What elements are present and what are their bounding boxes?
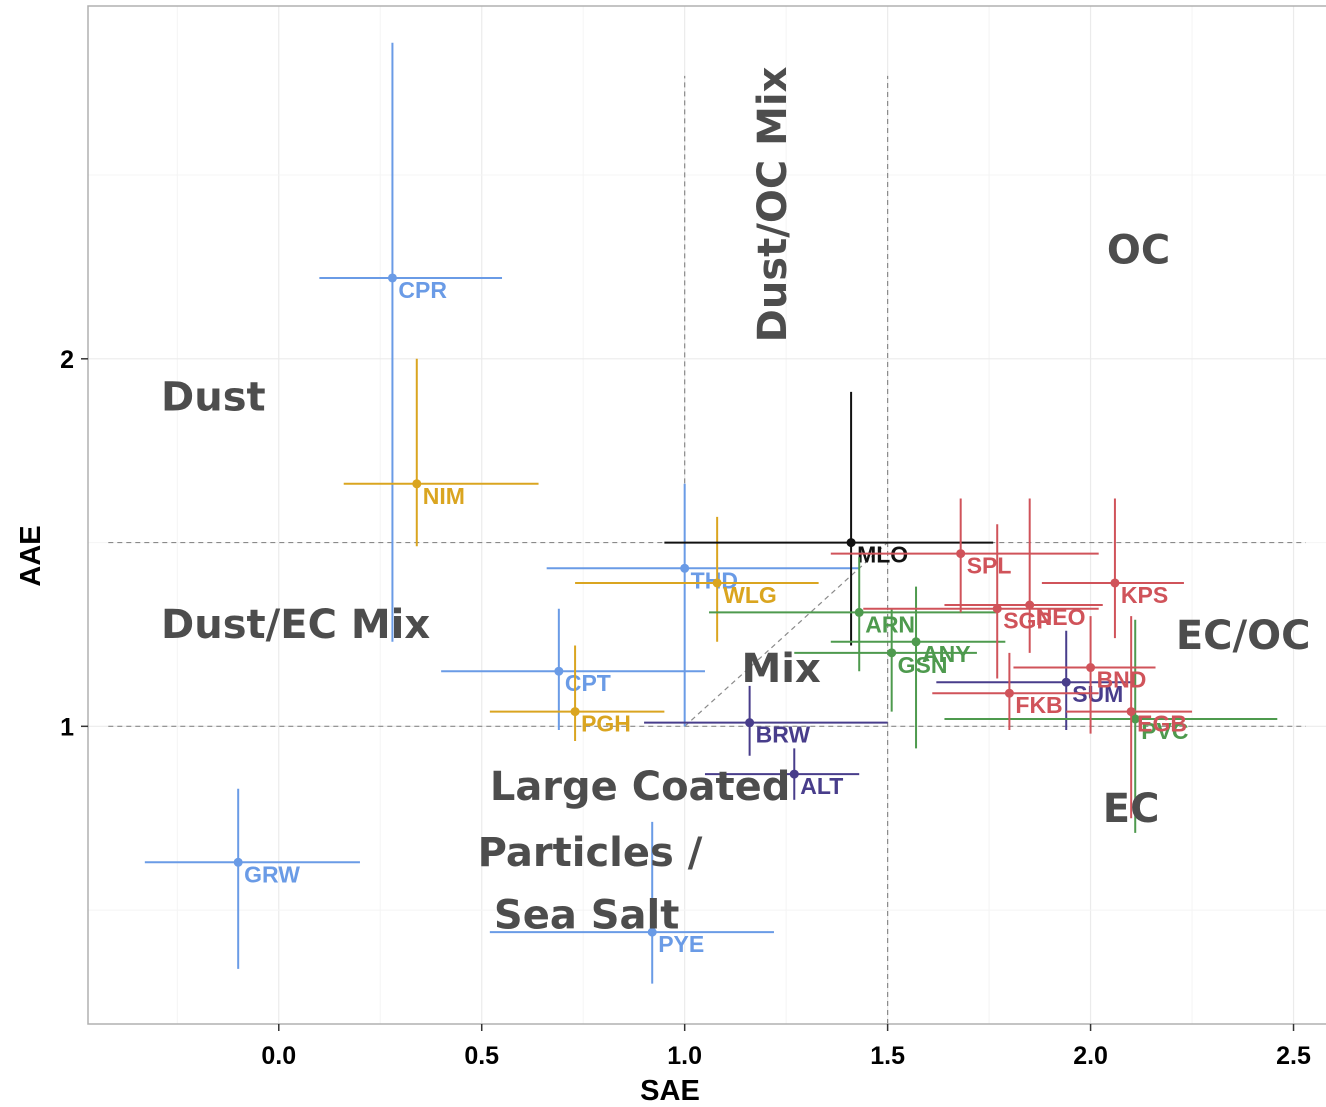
point-marker (233, 857, 243, 867)
point-marker (712, 578, 722, 588)
data-point-fkb: FKB (932, 652, 1099, 730)
region-label: Mix (742, 646, 822, 692)
x-tick-label: 0.5 (464, 1042, 499, 1070)
region-label: EC (1103, 786, 1160, 832)
point-label: CPR (398, 277, 447, 303)
region-boundary-line (684, 542, 889, 727)
point-label: WLG (723, 582, 777, 608)
point-marker (647, 927, 657, 937)
plot-frame (87, 5, 1326, 1025)
point-label: PGH (581, 711, 631, 737)
point-label: ALT (800, 773, 843, 799)
region-labels: Dust Dust/EC Mix Large Coated Particles / Se… (161, 66, 1310, 938)
region-label: Dust (161, 374, 266, 420)
point-marker (570, 707, 580, 717)
point-label: BRW (756, 722, 811, 748)
data-point-egb: EGB (1066, 616, 1193, 819)
x-tick-label: 2.5 (1276, 1042, 1311, 1070)
data-point-pgh: PGH (489, 645, 665, 742)
point-marker (887, 648, 897, 658)
data-point-neo: NEO (944, 498, 1103, 653)
point-label: SPL (967, 553, 1012, 579)
data-point-gsn: GSN (794, 608, 977, 712)
point-marker (1025, 600, 1035, 610)
x-tick-label: 1.0 (667, 1042, 702, 1070)
point-marker (1126, 707, 1136, 717)
x-tick-label: 2.0 (1073, 1042, 1108, 1070)
point-label: ANY (922, 641, 971, 667)
point-marker (846, 538, 856, 548)
point-label: NEO (1036, 604, 1086, 630)
point-marker (1004, 688, 1014, 698)
point-marker (554, 666, 564, 676)
point-label: GRW (244, 861, 300, 887)
y-axis-title: AAE (15, 525, 47, 586)
x-axis-title: SAE (640, 1075, 700, 1107)
point-marker (1061, 677, 1071, 687)
data-point-grw: GRW (144, 788, 360, 969)
region-label: Large Coated (490, 764, 791, 810)
point-marker (680, 563, 690, 573)
y-tick-label: 1 (60, 713, 74, 741)
point-marker (412, 479, 422, 489)
region-label: Dust/EC Mix (161, 602, 430, 648)
point-marker (1130, 714, 1140, 724)
region-label: Sea Salt (494, 892, 679, 938)
data-point-spl: SPL (830, 498, 1099, 613)
region-label: Dust/OC Mix (750, 66, 796, 342)
axes: 0.0 0.5 1.0 1.5 2.0 2.5 1 2 (60, 346, 1311, 1070)
data-point-arn: ARN (709, 557, 998, 672)
point-marker (992, 604, 1002, 614)
region-label: EC/OC (1176, 613, 1311, 659)
data-point-mlo: MLO (664, 391, 994, 646)
point-marker (956, 549, 966, 559)
data-point-pye: PYE (489, 821, 774, 984)
point-marker (387, 273, 397, 283)
point-label: ARN (865, 611, 915, 637)
region-label: OC (1107, 227, 1170, 273)
data-point-any: ANY (830, 586, 1006, 749)
point-label: PVC (1141, 718, 1188, 744)
data-points: CPRGRWPYECPTTHDNIMWLGPGHBRWALTSUMMLOARNG… (144, 42, 1278, 984)
point-label: KPS (1121, 582, 1168, 608)
point-label: GSN (898, 652, 948, 678)
point-label: NIM (423, 483, 465, 509)
data-point-wlg: WLG (575, 516, 819, 642)
data-point-brw: BRW (644, 685, 888, 756)
data-point-sgp: SGP (863, 524, 1099, 679)
y-tick-label: 2 (60, 346, 74, 374)
point-marker (854, 607, 864, 617)
data-point-nim: NIM (343, 358, 539, 547)
point-label: EGB (1137, 711, 1187, 737)
point-label: CPT (565, 670, 611, 696)
data-point-kps: KPS (1041, 498, 1184, 639)
data-point-cpr: CPR (319, 42, 503, 642)
point-marker (1110, 578, 1120, 588)
x-tick-label: 1.5 (870, 1042, 905, 1070)
point-marker (789, 769, 799, 779)
data-point-bnd: BND (1013, 616, 1156, 734)
x-tick-label: 0.0 (261, 1042, 296, 1070)
region-label: Particles / (478, 830, 703, 876)
point-marker (1086, 663, 1096, 673)
point-label: BND (1097, 667, 1147, 693)
data-point-cpt: CPT (441, 608, 705, 730)
data-point-pvc: PVC (944, 619, 1278, 833)
point-label: FKB (1015, 692, 1062, 718)
point-marker (911, 637, 921, 647)
point-marker (745, 718, 755, 728)
point-label: PYE (658, 931, 704, 957)
data-point-alt: ALT (704, 748, 860, 800)
point-label: SGP (1003, 608, 1052, 634)
